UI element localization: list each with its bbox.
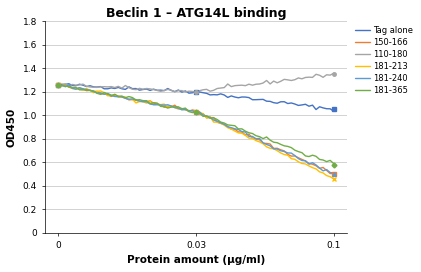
181-240	[56, 83, 61, 86]
110-180	[264, 79, 269, 82]
181-213	[331, 177, 336, 180]
Tag alone	[211, 93, 216, 96]
Tag alone	[67, 82, 72, 85]
110-180	[299, 77, 304, 81]
181-240	[208, 116, 213, 119]
Tag alone	[331, 108, 336, 111]
110-180	[56, 84, 61, 87]
181-365	[264, 135, 269, 139]
181-365	[299, 151, 304, 154]
181-240	[229, 126, 234, 129]
110-180	[211, 89, 216, 92]
181-213	[229, 128, 234, 131]
Line: 181-365: 181-365	[58, 86, 334, 165]
181-240	[306, 162, 312, 166]
181-213	[56, 84, 61, 87]
181-365	[59, 84, 64, 88]
Line: 181-213: 181-213	[58, 85, 334, 179]
181-240	[261, 141, 266, 144]
150-166	[232, 128, 237, 131]
110-180	[310, 76, 315, 79]
Y-axis label: OD450: OD450	[7, 107, 17, 147]
181-213	[296, 160, 301, 163]
150-166	[63, 83, 68, 86]
181-365	[56, 85, 61, 88]
110-180	[194, 91, 199, 94]
Line: 110-180: 110-180	[58, 73, 334, 93]
Tag alone	[331, 110, 336, 113]
150-166	[56, 83, 61, 86]
181-213	[306, 164, 312, 168]
181-240	[296, 157, 301, 160]
Tag alone	[232, 95, 237, 99]
150-166	[264, 142, 269, 145]
150-166	[299, 158, 304, 161]
181-240	[331, 172, 336, 176]
150-166	[285, 153, 290, 156]
110-180	[232, 84, 237, 87]
Line: Tag alone: Tag alone	[58, 84, 334, 111]
181-213	[282, 153, 287, 156]
Legend: Tag alone, 150-166, 110-180, 181-213, 181-240, 181-365: Tag alone, 150-166, 110-180, 181-213, 18…	[354, 25, 414, 95]
181-365	[331, 163, 336, 166]
Tag alone	[56, 82, 61, 86]
181-365	[310, 154, 315, 157]
Tag alone	[264, 100, 269, 103]
150-166	[331, 172, 336, 176]
Line: 181-240: 181-240	[58, 85, 334, 174]
181-213	[208, 115, 213, 118]
Tag alone	[310, 104, 315, 107]
150-166	[310, 163, 315, 166]
110-180	[331, 72, 336, 76]
Title: Beclin 1 – ATG14L binding: Beclin 1 – ATG14L binding	[106, 7, 286, 20]
X-axis label: Protein amount (μg/ml): Protein amount (μg/ml)	[127, 255, 265, 265]
181-213	[261, 142, 266, 146]
181-213	[331, 177, 336, 181]
181-365	[211, 116, 216, 119]
181-365	[285, 145, 290, 148]
181-240	[282, 150, 287, 153]
Tag alone	[299, 103, 304, 107]
110-180	[285, 78, 290, 82]
181-365	[232, 124, 237, 127]
110-180	[331, 72, 336, 75]
Line: 150-166: 150-166	[58, 85, 334, 174]
150-166	[211, 116, 216, 119]
Tag alone	[285, 102, 290, 105]
